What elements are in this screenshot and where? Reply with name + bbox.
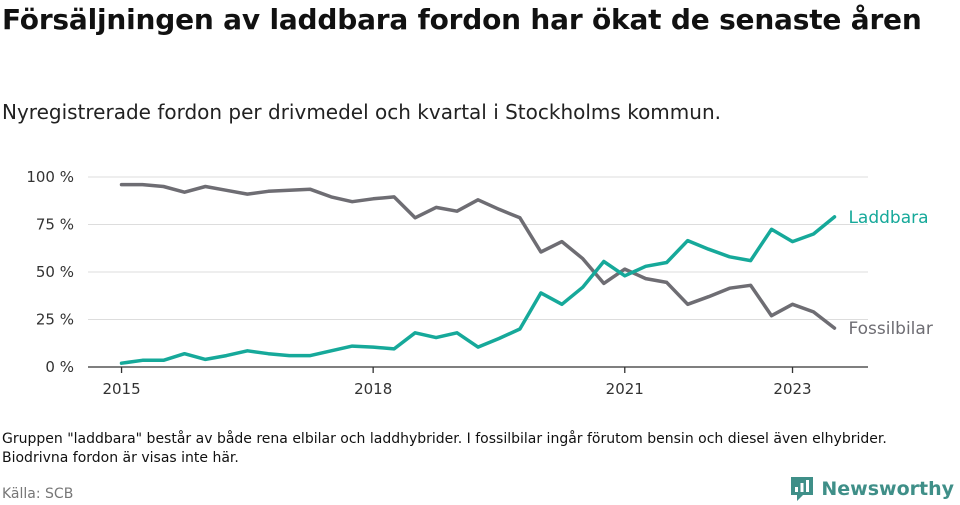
chart-title: Försäljningen av laddbara fordon har öka… bbox=[2, 3, 922, 36]
brand-logo[interactable]: Newsworthy bbox=[789, 475, 954, 503]
x-tick-label: 2015 bbox=[102, 380, 140, 398]
chart-subtitle: Nyregistrerade fordon per drivmedel och … bbox=[2, 100, 721, 124]
series-line-fossilbilar bbox=[119, 182, 837, 330]
y-tick-label: 0 % bbox=[45, 358, 74, 376]
x-tick-label: 2021 bbox=[606, 380, 644, 398]
x-tick-label: 2018 bbox=[354, 380, 392, 398]
brand-name: Newsworthy bbox=[821, 478, 954, 500]
series-line-laddbara bbox=[119, 215, 837, 365]
chart-source: Källa: SCB bbox=[2, 486, 74, 502]
gridlines bbox=[88, 176, 868, 320]
series-label-fossilbilar: Fossilbilar bbox=[848, 319, 932, 339]
y-tick-label: 75 % bbox=[36, 216, 74, 234]
chart-note: Gruppen "laddbara" består av både rena e… bbox=[2, 431, 887, 466]
line-chart: 0 % 25 % 50 % 75 % 100 % 2015 2018 2021 2023 Fo… bbox=[26, 168, 932, 398]
x-axis: 2015 2018 2021 2023 bbox=[88, 366, 868, 398]
y-axis: 0 % 25 % 50 % 75 % 100 % bbox=[26, 168, 74, 376]
x-tick-label: 2023 bbox=[773, 380, 811, 398]
series-label-laddbara: Laddbara bbox=[848, 208, 928, 228]
series-lines bbox=[119, 182, 837, 365]
newsworthy-logo-icon bbox=[791, 477, 814, 501]
y-tick-label: 100 % bbox=[26, 168, 74, 186]
y-tick-label: 50 % bbox=[36, 263, 74, 281]
y-tick-label: 25 % bbox=[36, 311, 74, 329]
series-labels: Fossilbilar Laddbara bbox=[848, 208, 932, 339]
